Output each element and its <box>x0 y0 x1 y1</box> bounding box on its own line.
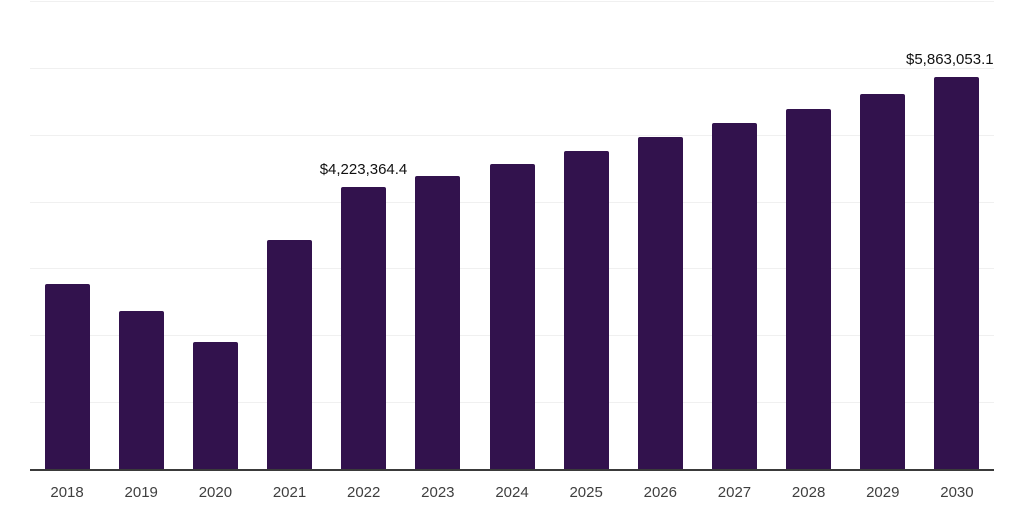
bar-value-label-2030: $5,863,053.1 <box>906 51 994 69</box>
x-axis-tick-2024: 2024 <box>495 484 529 501</box>
bar-2023 <box>415 176 461 469</box>
bar-2019 <box>118 311 164 469</box>
bar-2018 <box>44 284 90 469</box>
gridline <box>30 1 994 2</box>
x-axis-tick-2029: 2029 <box>866 484 900 501</box>
x-axis-tick-2019: 2019 <box>124 484 158 501</box>
x-axis-tick-2027: 2027 <box>717 484 752 501</box>
bar-2030 <box>934 77 980 469</box>
x-axis-tick-2025: 2025 <box>569 484 603 501</box>
bar-2026 <box>637 137 683 469</box>
bar-2029 <box>860 93 906 469</box>
bar-2021 <box>267 240 313 469</box>
x-axis-tick-2018: 2018 <box>50 484 84 501</box>
bar-2022 <box>341 186 387 469</box>
x-axis-tick-2022: 2022 <box>347 484 381 501</box>
gridline <box>30 67 994 69</box>
bar-2024 <box>489 164 535 469</box>
bar-2027 <box>711 123 757 469</box>
x-axis-tick-2028: 2028 <box>791 484 826 501</box>
x-axis-tick-2030: 2030 <box>940 484 974 501</box>
x-axis-tick-labels: 2018 2019 2020 2021 2022 2023 2024 2025 2026 2027… <box>30 484 994 506</box>
bar-2025 <box>563 151 609 469</box>
x-axis-tick-2020: 2020 <box>198 484 233 501</box>
gridline <box>30 134 994 136</box>
bar-2028 <box>786 108 832 469</box>
x-axis-line <box>30 469 994 471</box>
plot-area: $4,223,364.4 $5,863,053.1 <box>30 1 994 471</box>
x-axis-tick-2021: 2021 <box>272 484 307 501</box>
bar-value-label-2022: $4,223,364.4 <box>319 160 408 178</box>
x-axis-tick-2023: 2023 <box>421 484 455 501</box>
x-axis-tick-2026: 2026 <box>643 484 677 501</box>
bar-2020 <box>192 342 238 469</box>
